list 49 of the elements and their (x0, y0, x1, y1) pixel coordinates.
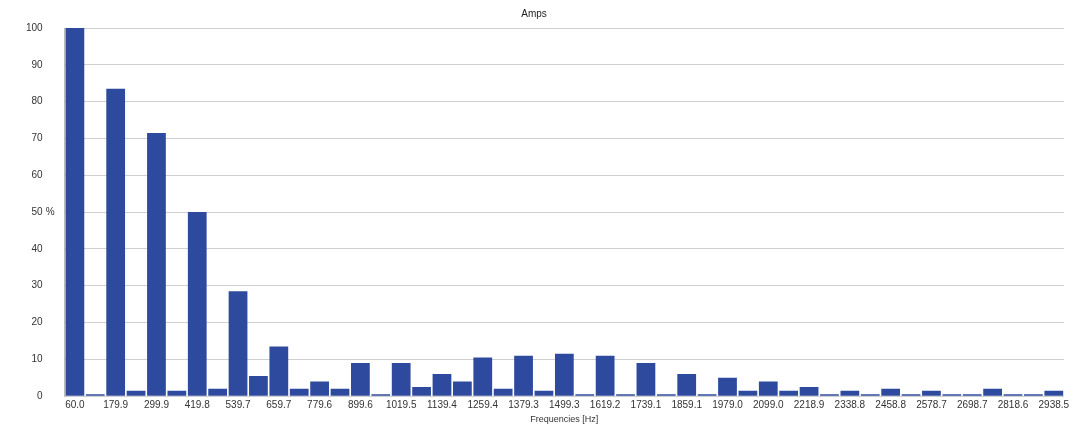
bar (330, 388, 350, 396)
chart-title: Amps (521, 7, 547, 19)
x-tick-label: 1499.3 (549, 398, 581, 410)
y-tick-label: 50 (31, 205, 44, 217)
x-axis-title: Frequencies [Hz] (530, 414, 599, 425)
x-tick-label: 299.9 (143, 398, 170, 410)
x-tick-label: 1619.2 (589, 398, 621, 410)
x-tick-label: 1379.3 (508, 398, 540, 410)
x-tick-label: 2698.7 (956, 398, 988, 410)
bar (738, 390, 758, 396)
bar (228, 291, 248, 396)
bar (799, 387, 819, 396)
y-tick-label: 60 (31, 169, 44, 181)
bar (636, 363, 656, 396)
y-tick-label: 20 (31, 316, 44, 328)
x-tick-label: 1019.5 (385, 398, 417, 410)
bar (65, 28, 85, 396)
x-tick-label: 779.6 (307, 398, 333, 410)
x-tick-label: 2938.5 (1038, 398, 1070, 410)
x-tick-label: 2578.7 (916, 398, 948, 410)
y-tick-label: 100 (26, 21, 44, 33)
x-tick-label: 60.0 (65, 398, 86, 410)
x-tick-label: 2338.8 (834, 398, 866, 410)
y-tick-label: 70 (31, 132, 44, 144)
y-tick-label: 80 (31, 95, 44, 107)
x-tick-label: 419.8 (184, 398, 211, 410)
y-tick-label: 30 (31, 279, 44, 291)
y-tick-label: 10 (31, 353, 44, 365)
bar (126, 390, 146, 396)
x-tick-label: 1739.1 (630, 398, 662, 410)
x-tick-label: 2099.0 (752, 398, 785, 410)
x-tick-label: 2458.8 (875, 398, 907, 410)
y-tick-label: 40 (31, 242, 44, 254)
x-tick-label: 899.6 (347, 398, 374, 410)
x-tick-label: 1139.4 (427, 398, 458, 410)
y-tick-label: 0 (37, 389, 44, 401)
x-tick-label: 1859.1 (671, 398, 703, 410)
x-tick-label: 539.7 (225, 398, 251, 410)
x-tick-label: 2818.6 (997, 398, 1029, 410)
x-tick-label: 659.7 (266, 398, 292, 410)
y-tick-label: 90 (31, 58, 44, 70)
bar (718, 377, 737, 396)
x-tick-label: 1979.0 (712, 398, 744, 410)
bar (432, 374, 452, 396)
bar (534, 390, 554, 396)
x-tick-label: 179.9 (103, 398, 129, 410)
x-tick-label: 2218.9 (793, 398, 825, 410)
x-tick-label: 1259.4 (467, 398, 499, 410)
y-axis-title: % (45, 205, 55, 217)
